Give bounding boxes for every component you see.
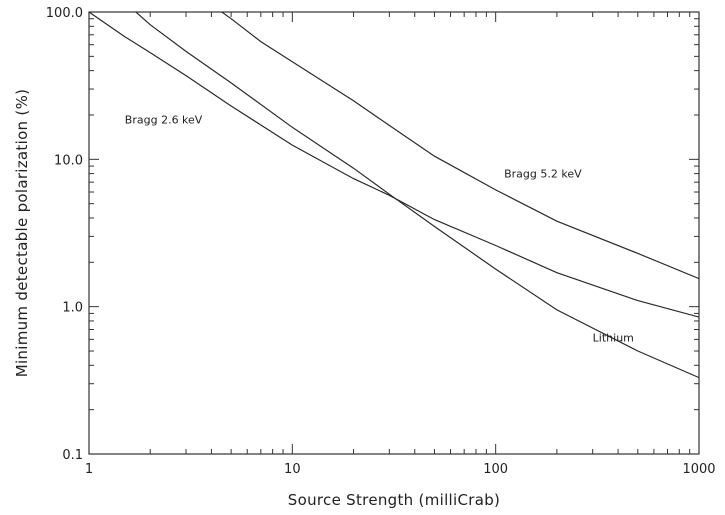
x-tick-label: 10 — [284, 462, 301, 477]
tick-labels: 1 10 100 1000 0.1 1.0 10.0 100.0 — [46, 6, 716, 477]
series-lines — [89, 12, 699, 379]
y-tick-label: 1.0 — [62, 301, 83, 316]
y-tick-label: 10.0 — [54, 153, 83, 168]
series-annotation: Lithium — [593, 332, 634, 345]
series-annotation: Bragg 5.2 keV — [504, 168, 582, 181]
axis-ticks — [88, 11, 700, 455]
series-annotation: Bragg 2.6 keV — [125, 114, 203, 127]
plot-frame — [88, 11, 700, 455]
annotations: Bragg 2.6 keV Bragg 5.2 keV Lithium — [125, 114, 634, 345]
y-tick-label: 0.1 — [62, 448, 83, 463]
y-tick-label: 100.0 — [46, 6, 83, 21]
y-axis-title: Minimum detectable polarization (%) — [13, 89, 31, 378]
series-line-bragg-5-2-kev — [221, 12, 699, 280]
series-line-bragg-2-6-kev — [135, 12, 699, 379]
x-axis-title: Source Strength (milliCrab) — [288, 491, 500, 509]
series-line-lithium — [89, 12, 699, 318]
x-tick-label: 1000 — [682, 462, 715, 477]
x-tick-label: 1 — [85, 462, 93, 477]
x-tick-label: 100 — [483, 462, 508, 477]
